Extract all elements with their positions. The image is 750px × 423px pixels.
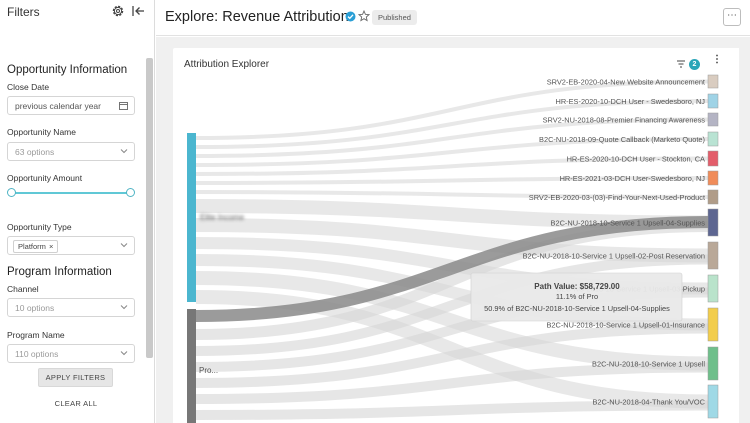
sankey-source-node[interactable] (187, 133, 196, 302)
star-icon[interactable] (358, 10, 370, 22)
opportunity-name-label: Opportunity Name (7, 127, 76, 137)
sankey-target-node[interactable] (707, 131, 719, 147)
chevron-down-icon (120, 243, 128, 248)
sankey-link[interactable] (195, 400, 709, 420)
tooltip-target-share: 50.9% of B2C-NU-2018-10-Service 1 Upsell… (484, 304, 670, 313)
chevron-down-icon (120, 305, 128, 310)
sankey-link[interactable] (195, 190, 709, 199)
sankey-link[interactable] (195, 99, 709, 149)
sankey-link[interactable] (195, 362, 709, 404)
opportunity-name-placeholder: 63 options (15, 147, 55, 157)
sankey-target-node[interactable] (707, 189, 719, 205)
opportunity-amount-label: Opportunity Amount (7, 173, 83, 183)
sankey-target-node[interactable] (707, 384, 719, 419)
more-options-button[interactable]: ⋯ (723, 8, 741, 26)
apply-filters-button[interactable]: APPLY FILTERS (38, 368, 113, 387)
sankey-target-node[interactable] (707, 74, 719, 89)
section-title-program: Program Information (7, 266, 112, 278)
opportunity-type-label: Opportunity Type (7, 222, 72, 232)
slider-handle-max[interactable] (126, 188, 135, 197)
opportunity-name-select[interactable]: 63 options (7, 142, 135, 161)
program-name-label: Program Name (7, 330, 65, 340)
page-title: Explore: Revenue Attribution (165, 9, 349, 25)
filter-icon[interactable] (676, 59, 686, 69)
verified-icon (345, 11, 356, 22)
sankey-link[interactable] (195, 79, 709, 140)
sankey-target-label: SRV2-EB-2020-04-New Website Announcement (547, 78, 705, 87)
page-header: Explore: Revenue Attribution Published ⋯ (156, 0, 750, 36)
sankey-target-node[interactable] (707, 170, 719, 186)
tooltip-path-value: Path Value: $58,729.00 (534, 282, 620, 291)
sankey-link[interactable] (195, 271, 709, 371)
sankey-source-label: Elite Income (200, 213, 245, 222)
tooltip-source-share: 11.1% of Pro (556, 292, 598, 301)
sankey-target-node[interactable] (707, 307, 719, 342)
close-date-label: Close Date (7, 82, 50, 92)
slider-track (11, 192, 131, 194)
channel-placeholder: 10 options (15, 303, 55, 313)
opportunity-amount-slider[interactable] (7, 188, 135, 197)
filter-chip-platform: Platform × (13, 240, 59, 253)
sankey-target-label: B2C-NU-2018-04-Thank You/VOC (592, 398, 705, 407)
slider-handle-min[interactable] (7, 188, 16, 197)
section-title-opportunity: Opportunity Information (7, 64, 128, 76)
filter-count-badge[interactable]: 2 (689, 59, 700, 70)
sankey-link[interactable] (195, 156, 709, 176)
status-badge: Published (372, 10, 417, 25)
sankey-link-highlighted[interactable] (195, 216, 709, 322)
opportunity-type-select[interactable]: Platform × (7, 236, 135, 255)
sankey-target-label: B2C-NU-2018-09-Quote Callback (Marketo Q… (539, 135, 705, 144)
sankey-link[interactable] (195, 218, 709, 263)
filters-sidebar: Filters Opportunity Information Close Da… (0, 0, 155, 423)
sankey-target-label: B2C-NU-2018-10-Service 1 Upsell-01-Insur… (546, 321, 705, 330)
sankey-link[interactable] (195, 290, 709, 409)
channel-select[interactable]: 10 options (7, 298, 135, 317)
sankey-target-label: HR-ES-2021-03-DCH User-Swedesboro, NJ (560, 174, 706, 183)
chevron-down-icon (120, 351, 128, 356)
sankey-target-node[interactable] (707, 208, 719, 237)
program-name-select[interactable]: 110 options (7, 344, 135, 363)
sankey-target-node[interactable] (707, 241, 719, 270)
sankey-target-label: SRV2-NU-2018-08-Premier Financing Awaren… (543, 116, 706, 125)
sidebar-header: Filters (0, 0, 155, 24)
sankey-source-node[interactable] (187, 309, 196, 423)
sankey-target-label: HR-ES-2020-10-DCH User - Stockton, CA (567, 155, 705, 164)
close-date-value: previous calendar year (15, 101, 101, 111)
sankey-target-node[interactable] (707, 93, 719, 109)
calendar-icon (119, 102, 128, 110)
sidebar-scrollbar[interactable] (146, 58, 153, 358)
sidebar-title: Filters (7, 5, 40, 19)
program-name-placeholder: 110 options (15, 349, 59, 359)
sankey-target-label: B2C-NU-2018-10-Service 1 Upsell (592, 360, 705, 369)
sankey-link[interactable] (195, 176, 709, 185)
sankey-target-node[interactable] (707, 112, 719, 127)
sankey-target-node[interactable] (707, 274, 719, 303)
chevron-down-icon (120, 149, 128, 154)
collapse-left-icon[interactable] (131, 4, 145, 18)
card-title: Attribution Explorer (184, 59, 270, 70)
sankey-source-label: Pro... (199, 366, 218, 375)
gear-icon[interactable] (111, 4, 125, 18)
sankey-link[interactable] (195, 137, 709, 167)
sankey-link[interactable] (195, 323, 709, 388)
chip-remove-icon[interactable]: × (48, 242, 54, 251)
tooltip-box (470, 272, 683, 322)
sankey-link[interactable] (195, 254, 709, 356)
sankey-link[interactable] (195, 117, 709, 158)
card-menu-icon[interactable]: ⋮ (712, 54, 722, 65)
sankey-target-node[interactable] (707, 150, 719, 167)
chip-label: Platform (18, 242, 46, 251)
channel-label: Channel (7, 284, 39, 294)
sankey-target-label: B2C-NU-2018-10-Service 1 Upsell-04-Suppl… (551, 219, 706, 228)
sankey-target-label: HR-ES-2020-10-DCH User - Swedesboro, NJ (555, 97, 705, 106)
sankey-target-node[interactable] (707, 346, 719, 381)
close-date-field[interactable]: previous calendar year (7, 96, 135, 115)
clear-all-button[interactable]: CLEAR ALL (54, 399, 98, 408)
sankey-target-label: SRV2-EB-2020-03-(03)-Find-Your-Next-Used… (529, 193, 705, 202)
sankey-target-label: B2C-NU-2018-10-Service 1 Upsell-02-Post … (523, 252, 705, 261)
